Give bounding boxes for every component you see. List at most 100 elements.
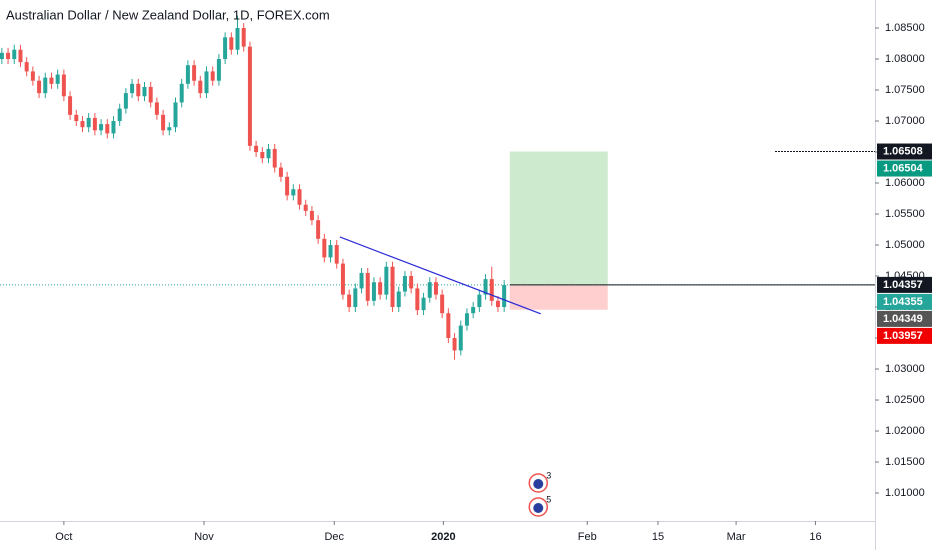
candle-body — [235, 28, 240, 50]
candle-body — [68, 96, 73, 115]
candle-body — [192, 65, 197, 81]
candle-body — [378, 282, 383, 295]
candle-body — [446, 313, 451, 339]
candle-body — [316, 220, 321, 239]
candle-body — [6, 52, 11, 60]
event-flag — [533, 479, 544, 489]
y-tick-label: 1.07500 — [885, 84, 925, 96]
candle-body — [86, 117, 91, 128]
candle-body — [440, 294, 445, 314]
candle-body — [154, 102, 159, 115]
event-flag — [533, 503, 544, 513]
candle-body — [421, 297, 426, 311]
candle-body — [415, 288, 420, 311]
price-label: 1.04349 — [883, 313, 923, 325]
price-label: 1.06508 — [883, 145, 923, 157]
candle-body — [328, 245, 333, 258]
candle-body — [477, 294, 482, 308]
y-tick-label: 1.07000 — [885, 115, 925, 127]
candle-body — [136, 83, 141, 97]
candle-body — [92, 117, 97, 131]
candle-body — [309, 210, 314, 221]
y-tick-label: 1.02500 — [885, 394, 925, 406]
candle-body — [340, 263, 345, 295]
candle-body — [229, 37, 234, 50]
price-label-box — [877, 276, 932, 293]
x-tick-label: Dec — [324, 531, 344, 543]
event-count: 3 — [546, 470, 551, 480]
price-label: 1.04355 — [883, 296, 923, 308]
price-label: 1.03957 — [883, 330, 923, 342]
candle-body — [49, 77, 54, 84]
candle-body — [61, 74, 66, 97]
candle-body — [266, 148, 271, 159]
candle-body — [173, 102, 178, 128]
stop-zone — [509, 284, 608, 310]
candle-body — [409, 276, 414, 289]
candle-body — [111, 121, 116, 134]
candle-body — [179, 83, 184, 103]
candle-body — [0, 52, 4, 60]
candle-body — [384, 266, 389, 295]
chart-title: Australian Dollar / New Zealand Dollar, … — [6, 7, 330, 22]
candle-body — [123, 93, 128, 109]
candle-body — [489, 279, 494, 301]
candle-body — [185, 65, 190, 84]
candle-body — [167, 127, 172, 131]
candle-body — [396, 291, 401, 308]
x-tick-label: Feb — [578, 531, 597, 543]
candle-body — [210, 71, 215, 81]
candle-body — [80, 121, 85, 128]
price-label-box — [877, 293, 932, 310]
candle-body — [148, 86, 153, 103]
candle-body — [471, 307, 476, 314]
candle-body — [142, 86, 147, 97]
candle-body — [297, 189, 302, 205]
event-count: 5 — [546, 494, 551, 504]
candle-body — [390, 266, 395, 308]
y-tick-label: 1.02000 — [885, 425, 925, 437]
y-tick-label: 1.01000 — [885, 487, 925, 499]
y-tick-label: 1.05500 — [885, 208, 925, 220]
candle-body — [303, 204, 308, 211]
y-tick-label: 1.08000 — [885, 53, 925, 65]
y-tick-label: 1.03000 — [885, 363, 925, 375]
candle-body — [353, 288, 358, 308]
price-label-box — [877, 327, 932, 344]
candle-body — [254, 145, 259, 153]
candle-body — [347, 294, 352, 308]
candle-body — [198, 80, 203, 94]
candle-body — [37, 80, 42, 94]
candle-body — [334, 245, 339, 264]
candle-body — [291, 189, 296, 196]
axes: 1.09000 1.08500 1.08000 1.07500 1.07000 1.065… — [55, 0, 932, 543]
candle-body — [427, 282, 432, 298]
candle-body — [402, 276, 407, 292]
candle-body — [12, 49, 17, 60]
candle-body — [495, 300, 500, 308]
candle-body — [223, 37, 228, 60]
y-tick-label: 1.06000 — [885, 177, 925, 189]
y-tick-label: 1.05000 — [885, 239, 925, 251]
candle-body — [247, 46, 252, 146]
candle-body — [99, 124, 104, 131]
candle-body — [285, 176, 290, 196]
x-tick-label: Nov — [194, 531, 214, 543]
target-zone — [509, 151, 608, 285]
x-tick-label: 16 — [809, 531, 821, 543]
candle-body — [241, 28, 246, 47]
candle-body — [278, 167, 283, 177]
candle-body — [433, 282, 438, 295]
candle-body — [18, 49, 23, 63]
price-label-box — [877, 310, 932, 327]
price-label: 1.06504 — [883, 162, 924, 174]
candle-body — [371, 282, 376, 301]
candle-body — [216, 59, 221, 81]
candle-body — [204, 71, 209, 94]
candle-body — [458, 325, 463, 351]
candle-body — [105, 124, 110, 134]
candle-body — [359, 272, 364, 289]
candle-body — [483, 279, 488, 295]
price-label-box — [877, 143, 932, 160]
